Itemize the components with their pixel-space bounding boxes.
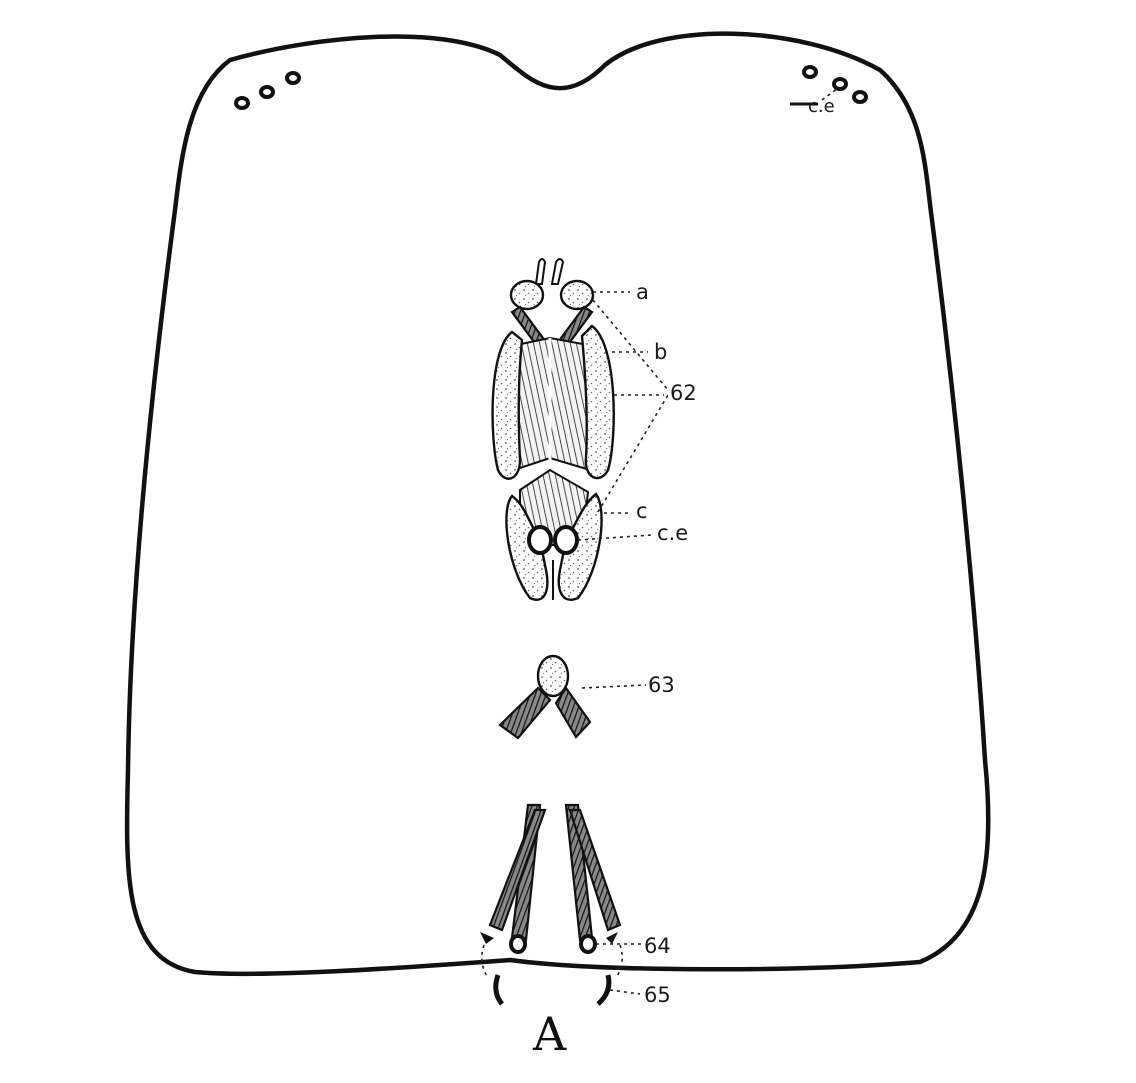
leader-lines-upper: [577, 291, 669, 541]
label-62: 62: [670, 381, 697, 405]
label-64: 64: [644, 934, 671, 958]
label-c: c: [636, 499, 648, 523]
node-a-right: [559, 279, 595, 311]
eye-spots-right: [790, 65, 868, 106]
lobe-c-left: [505, 494, 549, 601]
lobe-b-right: [580, 324, 615, 480]
lobe-c-right: [557, 492, 603, 601]
body-outline: [124, 31, 991, 977]
ce-ring-right: [553, 525, 579, 555]
eye-spots-left: [234, 71, 301, 110]
label-ce-top: c.e: [808, 96, 835, 117]
upper-muscle-complex: [491, 258, 615, 601]
ce-ring-left: [527, 525, 553, 555]
organ-63: [498, 654, 647, 740]
figure-caption: A: [532, 1007, 567, 1061]
label-b: b: [654, 340, 667, 364]
striated-muscle: [512, 336, 592, 472]
node-a-left: [509, 279, 545, 311]
ce-top-lead: [821, 87, 839, 101]
label-a: a: [636, 280, 649, 304]
lobe-b-left: [491, 330, 524, 480]
label-ce: c.e: [657, 521, 688, 545]
rods-64-65: [480, 803, 642, 1006]
label-65: 65: [644, 983, 671, 1007]
label-63: 63: [648, 673, 675, 697]
